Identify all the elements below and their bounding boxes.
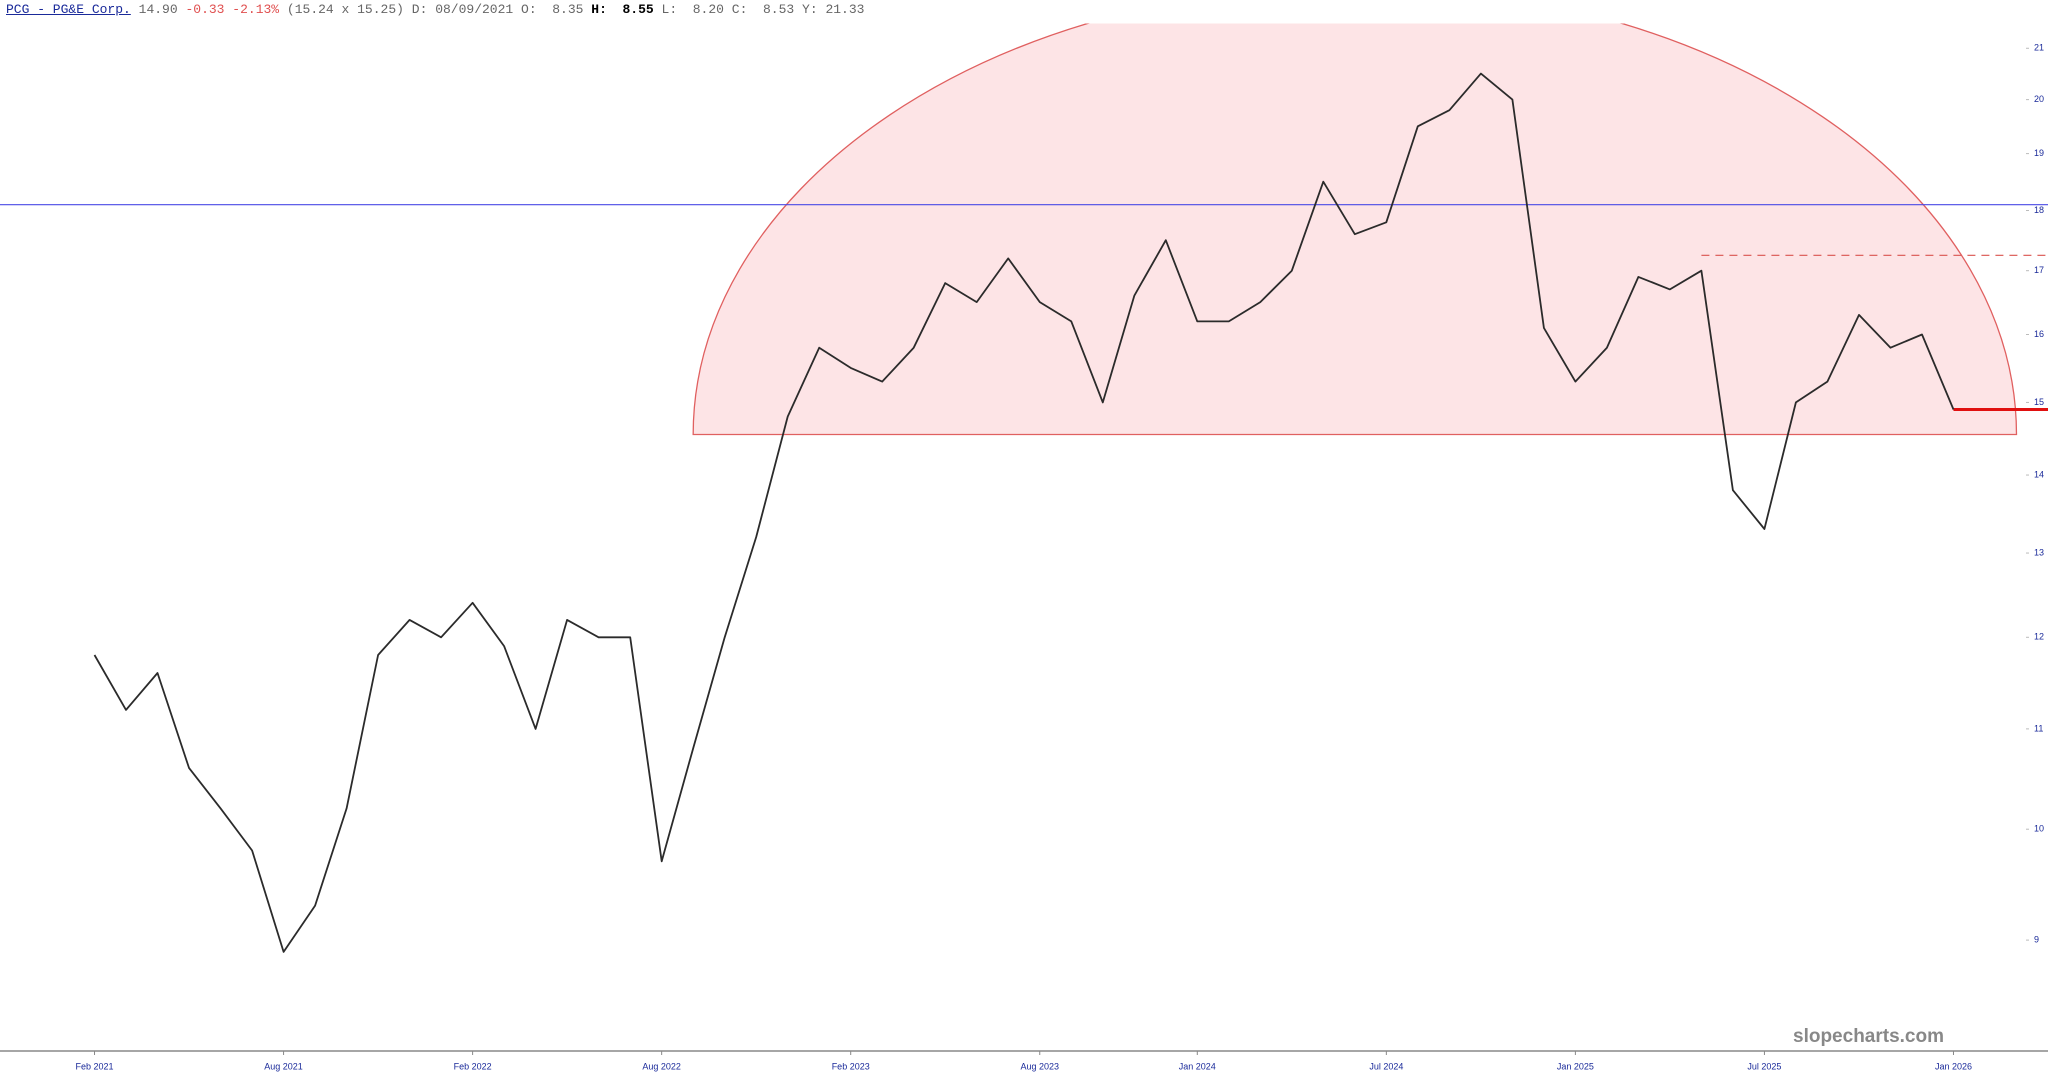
label: O:: [521, 2, 537, 17]
bid-ask: (15.24 x 15.25): [286, 2, 404, 17]
y-tick-label: 19: [2034, 148, 2044, 158]
y-tick-label: 20: [2034, 94, 2044, 104]
arc-region: [692, 23, 2018, 436]
y-tick-label: 12: [2034, 632, 2044, 642]
y-tick-label: 14: [2034, 469, 2044, 479]
quote-header: PCG - PG&E Corp. 14.90 -0.33 -2.13% (15.…: [6, 2, 864, 17]
watermark: slopecharts.com: [1793, 1026, 1944, 1047]
date: 08/09/2021: [435, 2, 514, 17]
label: L:: [661, 2, 678, 17]
x-tick-label: Jan 2025: [1557, 1061, 1594, 1071]
y-tick-label: 21: [2034, 43, 2044, 53]
x-tick-label: Aug 2021: [264, 1061, 303, 1071]
high: 8.55: [622, 2, 654, 17]
label: C:: [731, 2, 748, 17]
x-tick-label: Feb 2021: [76, 1061, 114, 1071]
y-tick-label: 11: [2034, 723, 2043, 733]
x-tick-label: Feb 2023: [832, 1061, 870, 1071]
x-tick-label: Aug 2022: [642, 1061, 681, 1071]
last: 14.90: [138, 2, 178, 17]
y-tick-label: 15: [2034, 397, 2044, 407]
open: 8.35: [552, 2, 584, 17]
year-high: 21.33: [825, 2, 865, 17]
price-line: [93, 72, 1955, 953]
change: -0.33: [185, 2, 225, 17]
y-tick-label: 13: [2034, 547, 2044, 557]
close: 8.53: [762, 2, 795, 17]
x-tick-label: Jul 2025: [1747, 1061, 1781, 1071]
plot-area: [0, 23, 2048, 953]
label: D:: [411, 2, 428, 17]
x-tick-label: Aug 2023: [1020, 1061, 1059, 1071]
y-tick-label: 10: [2034, 824, 2044, 834]
x-tick-label: Jan 2026: [1935, 1061, 1972, 1071]
x-tick-label: Feb 2022: [454, 1061, 492, 1071]
symbol-link[interactable]: PCG - PG&E Corp.: [6, 2, 131, 17]
y-tick-label: 9: [2034, 934, 2039, 944]
label: H:: [591, 2, 607, 17]
y-tick-label: 18: [2034, 205, 2044, 215]
y-tick-label: 16: [2034, 329, 2044, 339]
y-tick-label: 17: [2034, 265, 2044, 275]
x-tick-label: Jan 2024: [1179, 1061, 1216, 1071]
change-pct: -2.13%: [232, 2, 280, 17]
label: Y:: [802, 2, 818, 17]
low: 8.20: [692, 2, 724, 17]
x-tick-label: Jul 2024: [1369, 1061, 1403, 1071]
